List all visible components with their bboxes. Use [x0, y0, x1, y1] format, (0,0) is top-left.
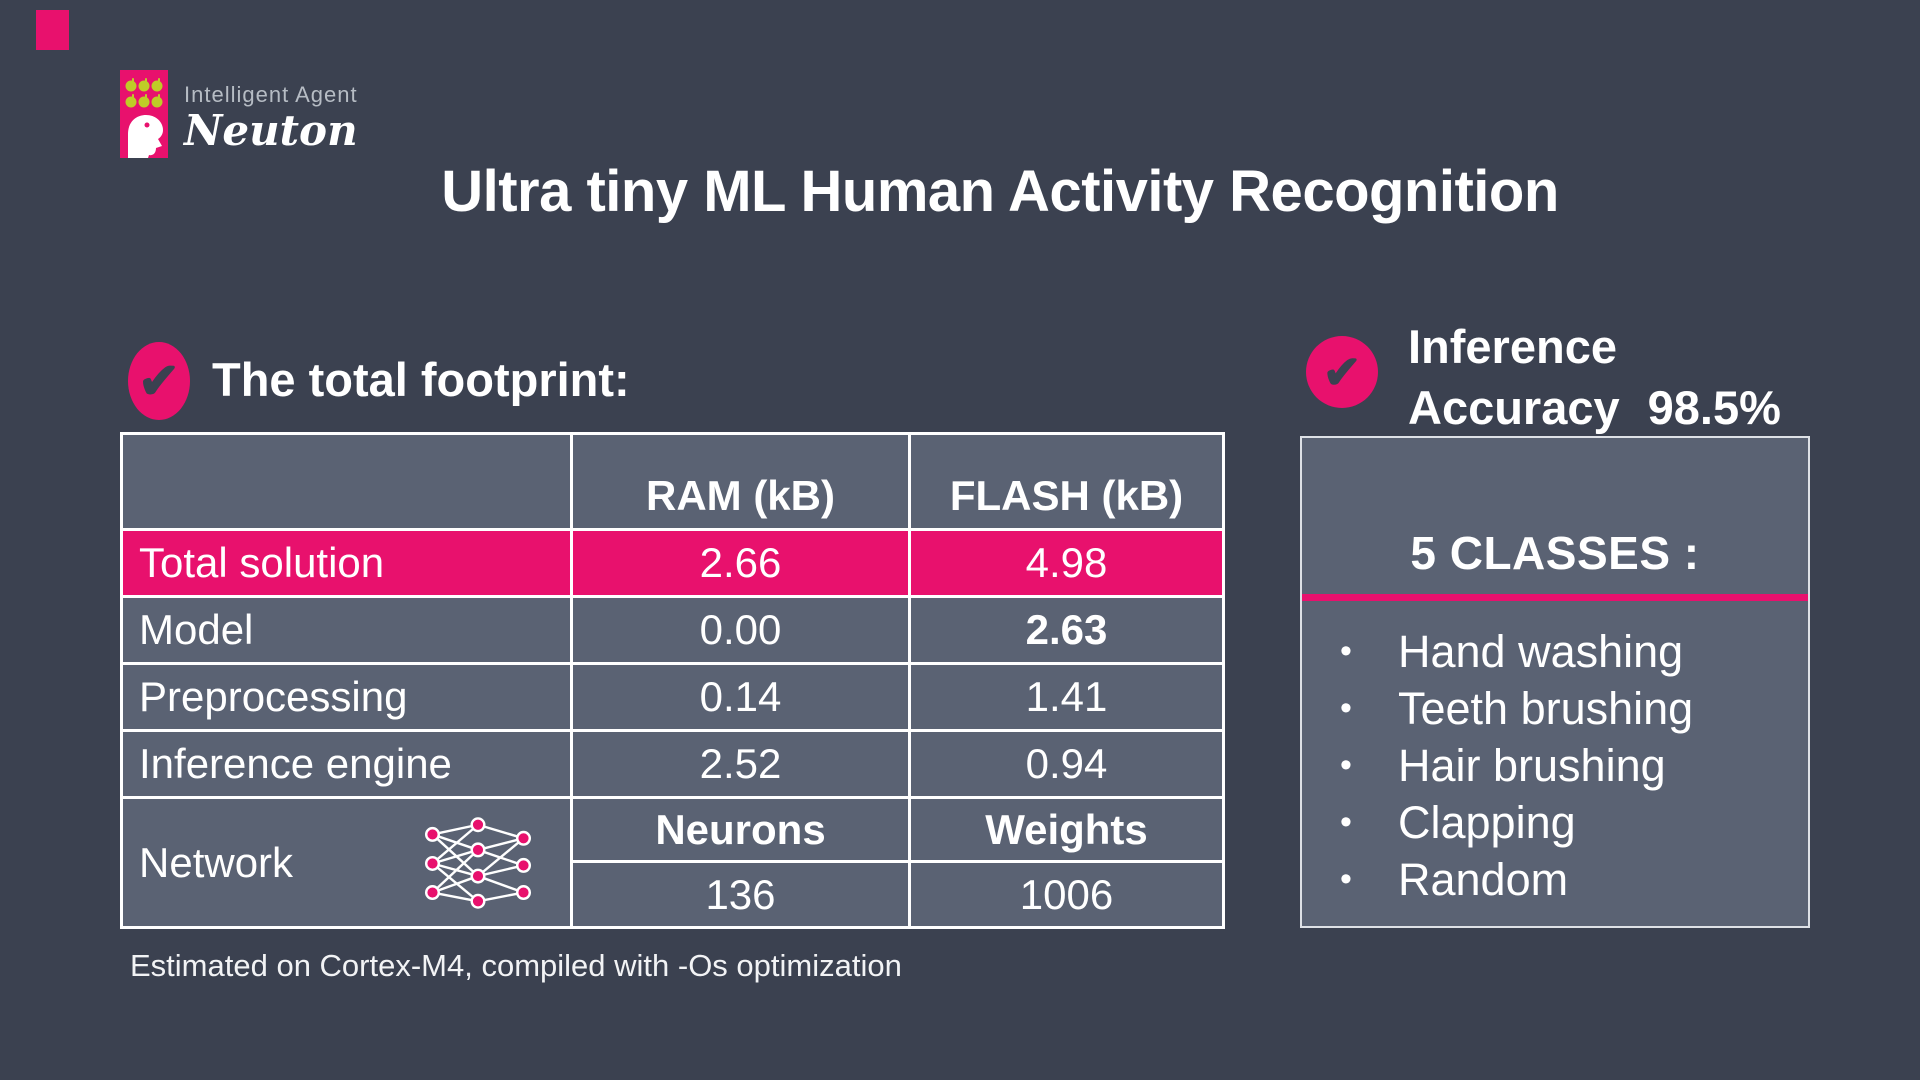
accuracy-line1: Inference — [1408, 320, 1617, 373]
ram-value: 0.14 — [570, 662, 911, 732]
accuracy-label: Accuracy — [1408, 381, 1620, 434]
bullet-icon: • — [1340, 746, 1352, 784]
check-icon: ✔ — [1306, 336, 1378, 408]
header-ram: RAM (kB) — [570, 432, 911, 531]
table-row-model: Model 0.00 2.63 — [120, 595, 1225, 665]
ram-value: 2.66 — [570, 528, 911, 598]
neurons-value: 136 — [570, 860, 911, 929]
table-row-inference-engine: Inference engine 2.52 0.94 — [120, 729, 1225, 799]
table-header-row: RAM (kB) FLASH (kB) — [120, 432, 1225, 531]
brand-logo: Intelligent Agent Neuton — [120, 70, 358, 158]
ram-value: 2.52 — [570, 729, 911, 799]
neural-network-icon — [424, 816, 532, 909]
flash-value: 4.98 — [908, 528, 1225, 598]
list-item: • Hand washing — [1340, 623, 1808, 680]
class-label: Clapping — [1398, 797, 1576, 848]
corner-accent-square — [36, 10, 69, 50]
footprint-table: RAM (kB) FLASH (kB) Total solution 2.66 … — [120, 432, 1225, 929]
ram-value: 0.00 — [570, 595, 911, 665]
list-item: • Random — [1340, 851, 1808, 908]
class-label: Teeth brushing — [1398, 683, 1694, 734]
header-weights: Weights — [908, 796, 1225, 863]
bullet-icon: • — [1340, 860, 1352, 898]
weights-value: 1006 — [908, 860, 1225, 929]
row-label: Inference engine — [120, 729, 573, 799]
header-empty — [120, 432, 573, 531]
brand-name: Neuton — [184, 106, 358, 155]
table-row-total-solution: Total solution 2.66 4.98 — [120, 528, 1225, 598]
bullet-icon: • — [1340, 632, 1352, 670]
accuracy-heading: Inference Accuracy 98.5% — [1408, 316, 1781, 438]
class-label: Hair brushing — [1398, 740, 1666, 791]
classes-list: • Hand washing • Teeth brushing • Hair brus… — [1302, 623, 1808, 908]
table-row-network-values: 136 1006 — [122, 860, 1225, 929]
footnote: Estimated on Cortex-M4, compiled with -O… — [130, 948, 902, 983]
list-item: • Clapping — [1340, 794, 1808, 851]
row-label: Model — [120, 595, 573, 665]
list-item: • Hair brushing — [1340, 737, 1808, 794]
neuton-logo-icon — [120, 70, 168, 158]
accuracy-value: 98.5% — [1647, 381, 1781, 434]
header-neurons: Neurons — [570, 796, 911, 863]
brand-tagline: Intelligent Agent — [184, 82, 358, 107]
network-label: Network — [139, 838, 294, 886]
page-title: Ultra tiny ML Human Activity Recognition — [441, 159, 1559, 224]
footprint-heading: The total footprint: — [212, 353, 630, 406]
table-row-network-header: Network — [120, 796, 1225, 929]
class-label: Random — [1398, 854, 1569, 905]
bullet-icon: • — [1340, 689, 1352, 727]
table-row-preprocessing: Preprocessing 0.14 1.41 — [120, 662, 1225, 732]
classes-title: 5 CLASSES : — [1410, 527, 1700, 579]
list-item: • Teeth brushing — [1340, 680, 1808, 737]
check-icon: ✔ — [128, 342, 190, 420]
header-flash: FLASH (kB) — [908, 432, 1225, 531]
check-glyph: ✔ — [138, 353, 180, 409]
row-label: Preprocessing — [120, 662, 573, 732]
flash-value: 2.63 — [908, 595, 1225, 665]
row-label: Total solution — [120, 528, 573, 598]
check-glyph: ✔ — [1322, 346, 1362, 398]
class-label: Hand washing — [1398, 626, 1684, 677]
classes-divider — [1302, 594, 1808, 601]
classes-panel: 5 CLASSES : • Hand washing • Teeth brushin… — [1300, 436, 1810, 928]
flash-value: 1.41 — [908, 662, 1225, 732]
network-cell: Network — [120, 796, 573, 929]
bullet-icon: • — [1340, 803, 1352, 841]
flash-value: 0.94 — [908, 729, 1225, 799]
